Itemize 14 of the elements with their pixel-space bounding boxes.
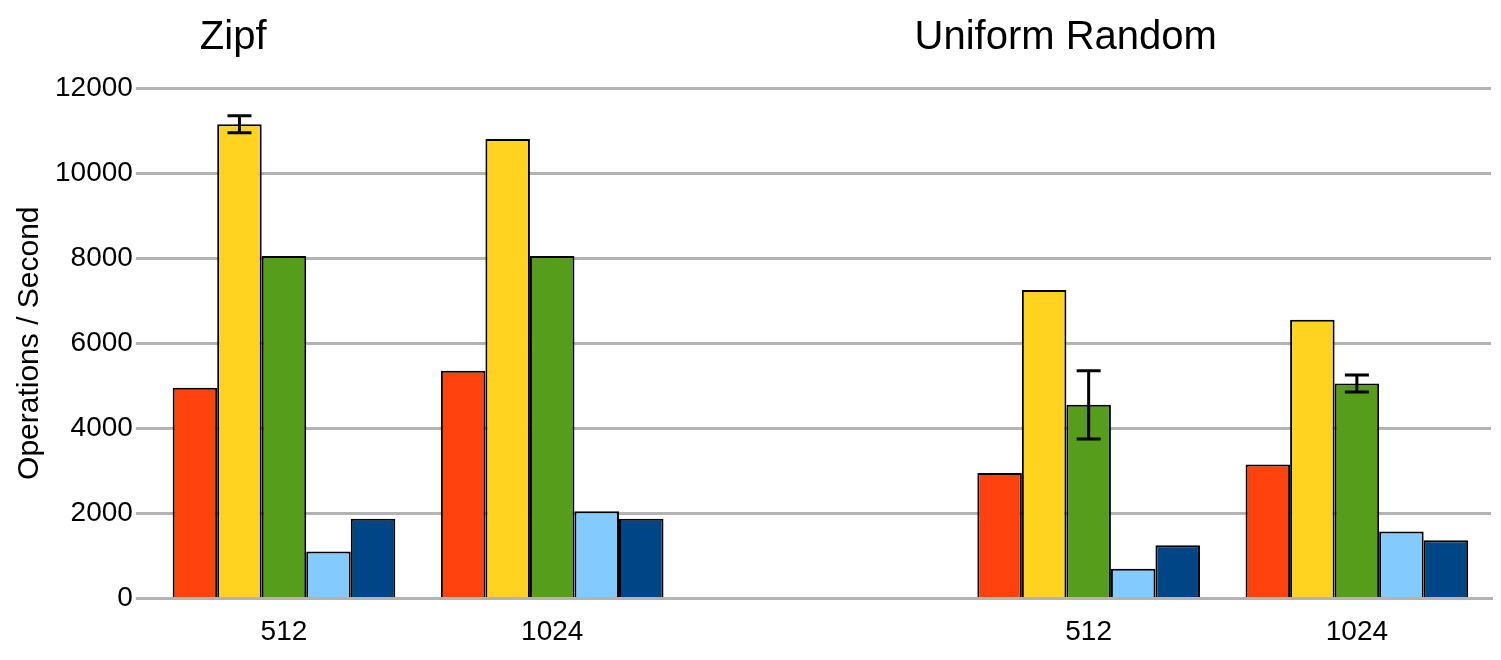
y-axis-title: Operations / Second: [11, 206, 45, 480]
x-tick-label: 512: [260, 614, 308, 646]
y-tick-label: 4000: [70, 410, 133, 442]
x-tick-label: 1024: [521, 614, 584, 646]
x-tick-label: 512: [1065, 614, 1113, 646]
y-tick-label: 8000: [70, 240, 133, 272]
y-tick-label: 12000: [54, 70, 133, 102]
y-tick-label: 0: [117, 581, 133, 613]
y-tick-label: 2000: [70, 496, 133, 528]
y-tick-label: 10000: [54, 155, 133, 187]
x-tick-label: 1024: [1325, 614, 1389, 646]
text: Uniform Random: [914, 13, 1217, 58]
y-tick-label: 6000: [70, 325, 133, 357]
text: Zipf: [199, 13, 268, 58]
